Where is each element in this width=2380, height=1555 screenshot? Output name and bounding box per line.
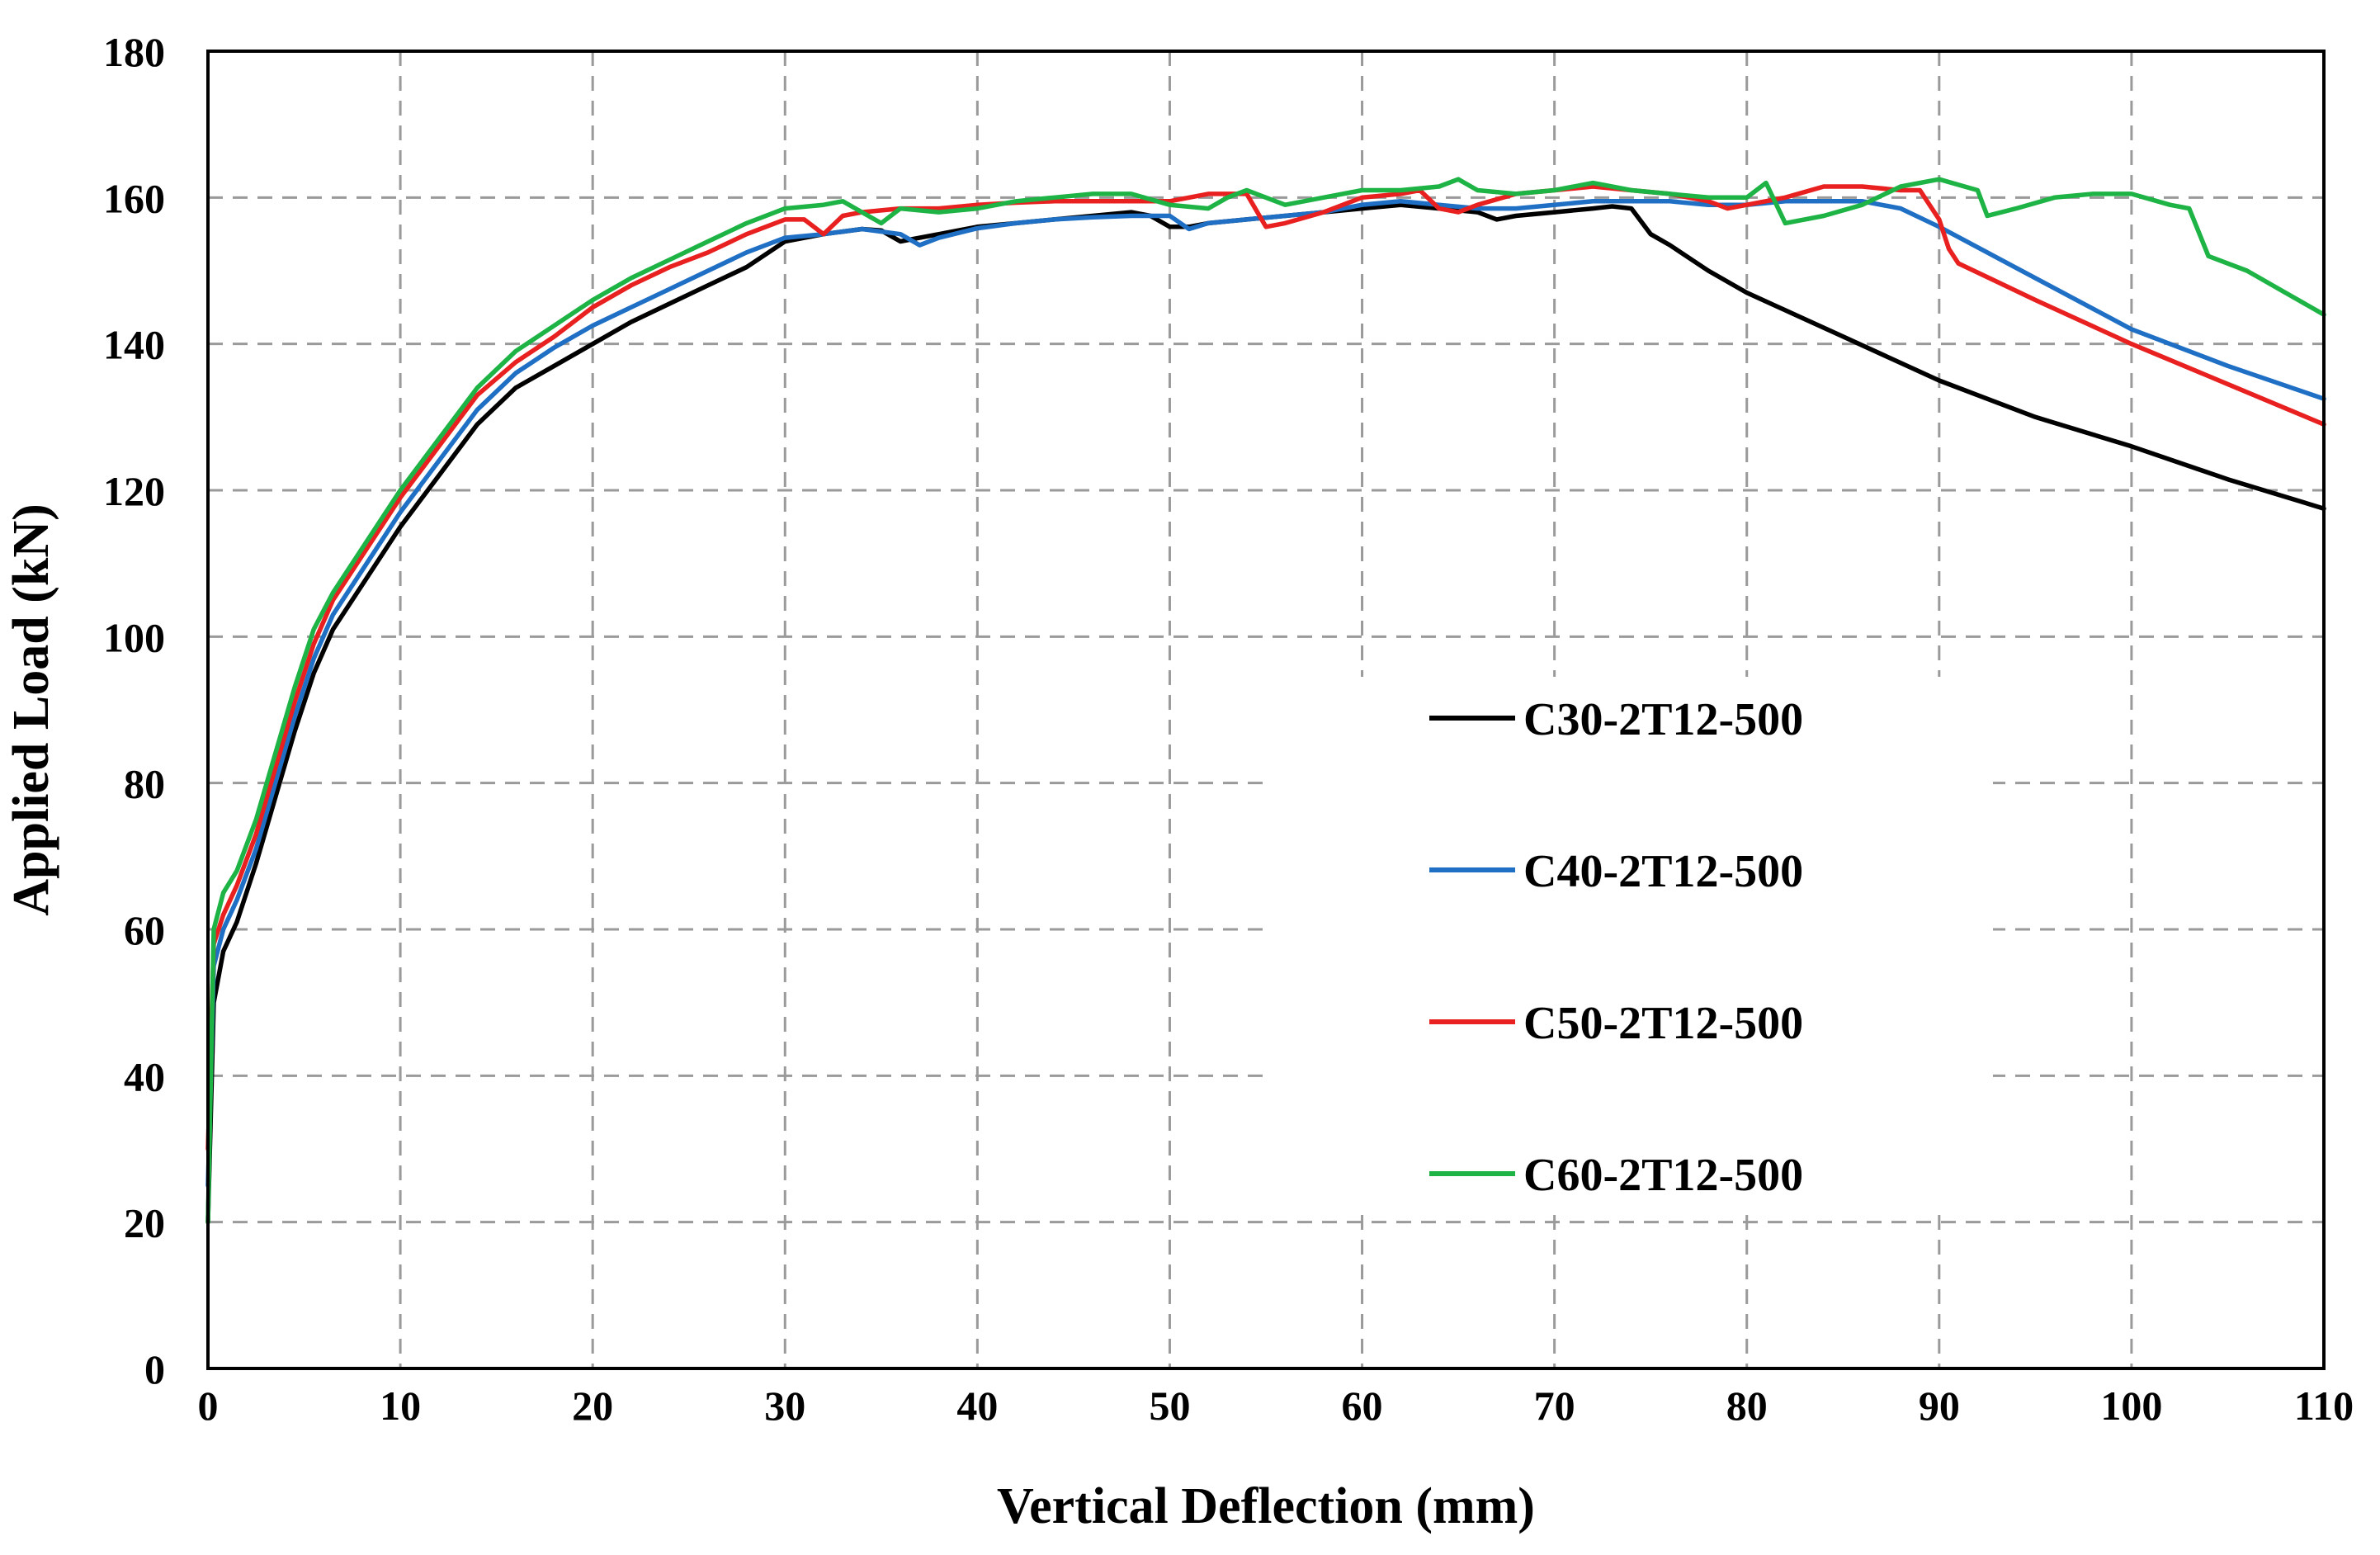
series-line-2 [205,199,2326,1189]
legend: C30-2T12-500 C40-2T12-500 C50-2T12-500 C60-… [1429,694,1803,1201]
x-tick-label: 90 [1919,1382,1960,1429]
y-tick-label: 160 [103,175,165,221]
series-line-4 [205,177,2326,1225]
x-tick-label: 10 [380,1382,421,1429]
legend-label: C30-2T12-500 [1523,694,1803,745]
y-tick-label: 140 [103,322,165,368]
y-tick-label: 60 [124,907,165,953]
legend-background [1267,677,1993,1205]
y-axis-ticks: 0 20 40 60 80 100 120 140 160 180 [103,29,165,1392]
x-tick-label: 0 [198,1382,219,1429]
x-tick-label: 20 [572,1382,613,1429]
y-tick-label: 180 [103,29,165,75]
x-axis-ticks: 0 10 20 30 40 50 60 70 80 90 100 110 [198,1382,2354,1429]
x-tick-label: 80 [1726,1382,1768,1429]
x-tick-label: 110 [2294,1382,2354,1429]
legend-label: C50-2T12-500 [1523,998,1803,1049]
y-tick-label: 0 [144,1346,165,1392]
x-tick-label: 70 [1534,1382,1575,1429]
plot-frame [206,50,2326,1370]
x-tick-label: 60 [1342,1382,1383,1429]
series-lines [205,177,2326,1225]
x-tick-label: 40 [956,1382,998,1429]
x-axis-title: Vertical Deflection (mm) [997,1478,1535,1534]
y-axis-title: Applied Load (kN) [3,503,59,916]
x-tick-label: 100 [2100,1382,2162,1429]
x-tick-label: 30 [764,1382,805,1429]
y-tick-label: 120 [103,468,165,514]
y-tick-label: 40 [124,1053,165,1099]
y-tick-label: 20 [124,1200,165,1246]
y-tick-label: 80 [124,761,165,807]
legend-label: C40-2T12-500 [1523,846,1803,897]
legend-label: C60-2T12-500 [1523,1150,1803,1201]
y-tick-label: 100 [103,614,165,660]
x-tick-label: 50 [1149,1382,1190,1429]
